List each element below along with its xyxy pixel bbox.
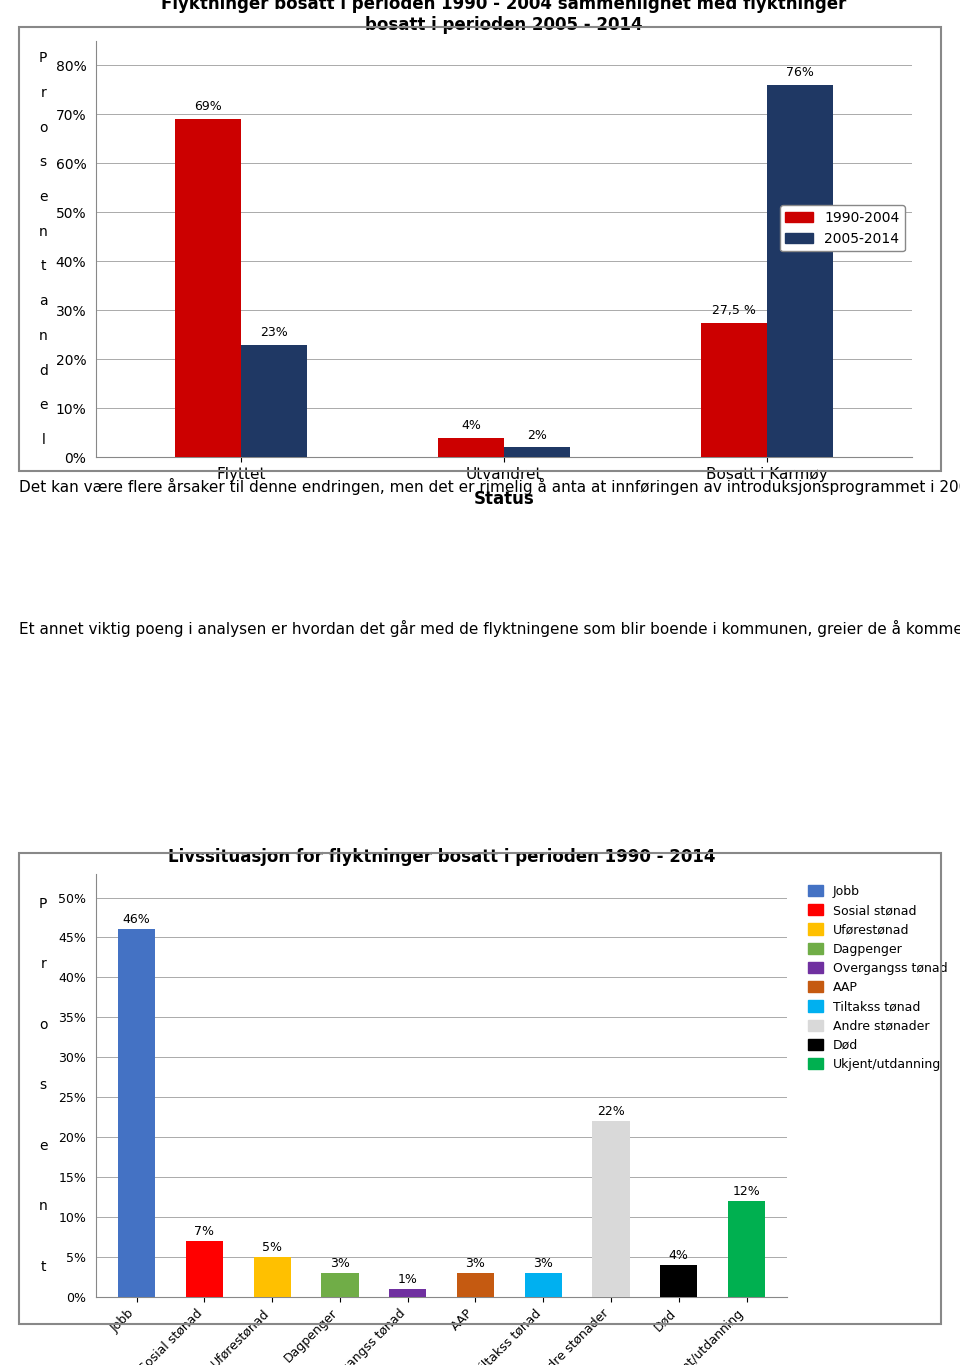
Text: o: o <box>39 120 47 135</box>
Bar <box>660 1265 697 1297</box>
Text: Det kan være flere årsaker til denne endringen, men det er rimelig å anta at inn: Det kan være flere årsaker til denne end… <box>19 478 960 494</box>
Text: s: s <box>39 1078 47 1092</box>
Text: 3%: 3% <box>534 1257 553 1269</box>
Bar <box>702 322 767 457</box>
Text: 1%: 1% <box>397 1272 418 1286</box>
Bar <box>241 344 306 457</box>
Text: 69%: 69% <box>194 101 222 113</box>
Text: e: e <box>39 399 47 412</box>
Text: 12%: 12% <box>732 1185 760 1197</box>
Text: Et annet viktig poeng i analysen er hvordan det går med de flyktningene som blir: Et annet viktig poeng i analysen er hvor… <box>19 620 960 637</box>
X-axis label: Status: Status <box>473 490 535 508</box>
Text: 5%: 5% <box>262 1241 282 1253</box>
Text: l: l <box>41 433 45 446</box>
Text: a: a <box>39 293 47 308</box>
Text: e: e <box>39 1138 47 1152</box>
Text: r: r <box>40 957 46 972</box>
Text: 76%: 76% <box>786 66 814 79</box>
Text: e: e <box>39 190 47 205</box>
Text: d: d <box>38 363 48 378</box>
Bar <box>438 438 504 457</box>
Text: n: n <box>38 329 48 343</box>
Text: 22%: 22% <box>597 1104 625 1118</box>
Bar <box>186 1241 223 1297</box>
Text: o: o <box>39 1018 47 1032</box>
Text: 23%: 23% <box>260 326 288 339</box>
Bar <box>592 1121 630 1297</box>
Bar <box>253 1257 291 1297</box>
Bar <box>389 1289 426 1297</box>
Text: P: P <box>39 897 47 910</box>
Bar <box>118 930 156 1297</box>
Title: Flyktninger bosatt i perioden 1990 - 2004 sammenlignet med flyktninger
bosatt i : Flyktninger bosatt i perioden 1990 - 200… <box>161 0 847 34</box>
Bar <box>504 448 570 457</box>
Text: n: n <box>38 225 48 239</box>
Text: s: s <box>39 156 47 169</box>
Bar <box>457 1272 494 1297</box>
Bar <box>175 119 241 457</box>
Bar <box>322 1272 359 1297</box>
Legend: Jobb, Sosial stønad, Uførestønad, Dagpenger, Overgangss tønad, AAP, Tiltakss tøn: Jobb, Sosial stønad, Uførestønad, Dagpen… <box>804 880 952 1076</box>
Bar <box>524 1272 562 1297</box>
Text: r: r <box>40 86 46 100</box>
Text: 3%: 3% <box>466 1257 486 1269</box>
Text: t: t <box>40 259 46 273</box>
Text: 46%: 46% <box>123 913 151 927</box>
Text: 27,5 %: 27,5 % <box>712 303 756 317</box>
Text: P: P <box>39 52 47 66</box>
Text: 4%: 4% <box>669 1249 688 1261</box>
Legend: 1990-2004, 2005-2014: 1990-2004, 2005-2014 <box>780 205 905 251</box>
Text: n: n <box>38 1198 48 1213</box>
Text: 2%: 2% <box>527 429 547 442</box>
Bar <box>728 1201 765 1297</box>
Text: 7%: 7% <box>195 1224 214 1238</box>
Bar <box>767 85 833 457</box>
Text: 4%: 4% <box>461 419 481 431</box>
Text: 3%: 3% <box>330 1257 349 1269</box>
Title: Livssituasjon for flyktninger bosatt i perioden 1990 - 2014: Livssituasjon for flyktninger bosatt i p… <box>168 849 715 867</box>
Text: t: t <box>40 1260 46 1274</box>
